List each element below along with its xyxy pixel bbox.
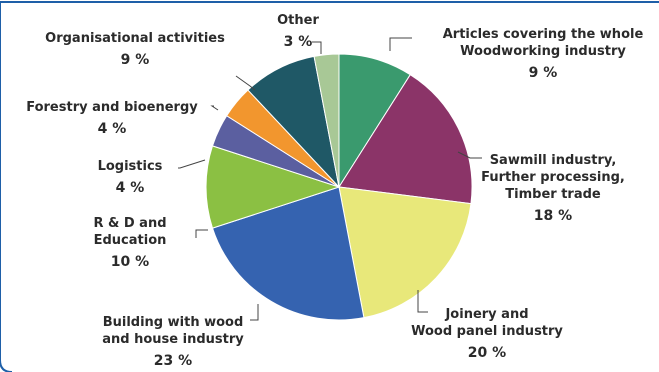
slice-label-0-line-1: Woodworking industry: [460, 44, 626, 59]
leader-line-4: [195, 229, 208, 238]
slice-label-2-line-0: Joinery and: [444, 307, 528, 322]
pie-slice-8: [313, 53, 340, 188]
slice-percent-4: 10 %: [111, 254, 149, 270]
slice-label-1-line-2: Timber trade: [505, 187, 601, 202]
pie-slice-2: [338, 186, 472, 319]
slice-percent-1: 18 %: [534, 208, 572, 224]
slice-label-1-line-1: Further processing,: [481, 170, 625, 185]
leader-line-1: [457, 151, 482, 159]
slice-label-0-line-0: Articles covering the whole: [443, 27, 644, 42]
leader-line-3: [250, 304, 259, 321]
slice-percent-7: 9 %: [121, 52, 150, 68]
slice-label-6-line-0: Forestry and bioenergy: [26, 100, 198, 115]
pie-slice-4: [205, 145, 341, 229]
leader-line-7: [235, 75, 256, 91]
slice-label-1-line-0: Sawmill industry,: [490, 153, 617, 168]
leader-line-0: [389, 37, 412, 51]
leaders-layer: [178, 37, 482, 321]
slice-label-4-line-0: R & D and: [93, 216, 166, 231]
slice-label-3-line-0: Building with wood: [103, 315, 244, 330]
slices-layer: [205, 53, 473, 321]
slice-percent-3: 23 %: [154, 353, 192, 369]
leader-line-5: [178, 159, 206, 169]
leader-line-2: [417, 290, 428, 313]
slice-label-4-line-1: Education: [94, 233, 167, 248]
slice-percent-5: 4 %: [116, 180, 145, 196]
slice-percent-6: 4 %: [98, 121, 127, 137]
slice-label-3-line-1: and house industry: [102, 332, 244, 347]
labels-layer: Articles covering the whole Woodworking i…: [26, 13, 643, 369]
slice-percent-0: 9 %: [529, 65, 558, 81]
pie-slice-1: [338, 74, 473, 205]
slice-label-5-line-0: Logistics: [98, 159, 163, 174]
slice-percent-2: 20 %: [468, 345, 506, 361]
slice-label-2-line-1: Wood panel industry: [411, 324, 563, 339]
leader-line-6: [210, 105, 219, 111]
slice-label-7-line-0: Organisational activities: [45, 31, 225, 46]
slice-label-8-line-0: Other: [277, 13, 319, 28]
leader-line-8: [312, 41, 322, 54]
slice-percent-8: 3 %: [284, 34, 313, 50]
pie-slice-3: [211, 186, 365, 321]
